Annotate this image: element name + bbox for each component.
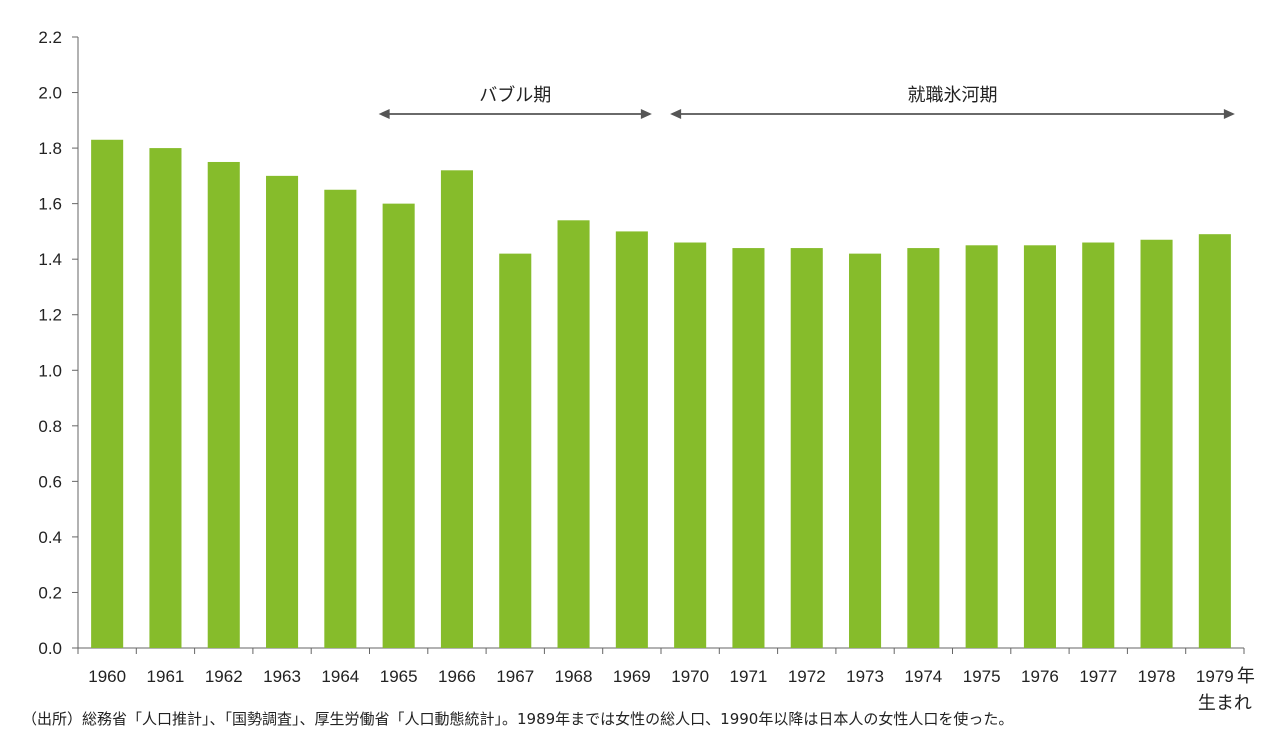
annotation-label: バブル期 [479, 84, 551, 106]
bar [615, 231, 648, 648]
bar [499, 253, 532, 649]
x-axis: 1960 1961 1962 1963 1964 1965 1966 1967 1968 1969… [77, 647, 1255, 714]
bar [849, 253, 882, 649]
x-tick-label: 1965 [380, 667, 418, 686]
x-tick-label: 1962 [205, 667, 243, 686]
x-tick-label: 1976 [1021, 667, 1059, 686]
annotation-label: 就職氷河期 [908, 85, 998, 106]
x-tick-label: 1975 [963, 667, 1001, 686]
x-tick-label: 1979 [1196, 667, 1234, 686]
x-tick-label: 1972 [788, 667, 826, 686]
x-tick-suffix: 年 [1237, 666, 1255, 687]
bar [732, 248, 765, 648]
y-tick-label: 0.6 [38, 472, 62, 491]
x-tick-label: 1969 [613, 667, 651, 686]
y-tick-label: 0.4 [38, 528, 62, 547]
y-tick-label: 0.0 [38, 639, 62, 658]
x-tick-label: 1970 [671, 667, 709, 686]
x-tick-label: 1973 [846, 667, 884, 686]
bar [790, 248, 823, 648]
x-tick-label: 1963 [263, 667, 301, 686]
bar [1140, 239, 1173, 648]
arrow-head-right-icon [640, 109, 652, 119]
bar [324, 189, 357, 648]
bar [1023, 245, 1056, 648]
x-tick-label: 1961 [147, 667, 185, 686]
y-tick-label: 1.6 [38, 195, 62, 214]
x-tick-label: 1974 [904, 667, 942, 686]
x-tick-label: 1978 [1138, 667, 1176, 686]
arrow-head-right-icon [1223, 109, 1235, 119]
bar [965, 245, 998, 648]
period-annotations: バブル期 就職氷河期 [378, 84, 1235, 119]
y-tick-label: 1.4 [38, 250, 62, 269]
x-axis-suffix-label: 生まれ [1198, 693, 1252, 714]
bar [382, 203, 415, 649]
y-tick-label: 0.2 [38, 583, 62, 602]
x-tick-label: 1977 [1079, 667, 1117, 686]
bar [674, 242, 707, 648]
y-tick-label: 1.8 [38, 139, 62, 158]
bar [1082, 242, 1115, 648]
bar [149, 148, 182, 648]
x-tick-label: 1966 [438, 667, 476, 686]
bar [907, 248, 940, 648]
x-tick-label: 1960 [88, 667, 126, 686]
bar [266, 175, 299, 648]
bar [1198, 234, 1231, 648]
x-tick-label: 1964 [321, 667, 359, 686]
arrow-head-left-icon [670, 109, 682, 119]
y-tick-label: 2.0 [38, 84, 62, 103]
x-tick-label: 1971 [730, 667, 768, 686]
source-note: （出所）総務省「人口推計」、「国勢調査」、厚生労働省「人口動態統計」。1989年… [22, 710, 1014, 728]
bar [440, 170, 473, 649]
bar-series [91, 139, 1231, 649]
x-tick-label: 1967 [496, 667, 534, 686]
arrow-head-left-icon [378, 109, 390, 119]
y-tick-label: 1.2 [38, 306, 62, 325]
bar [91, 139, 124, 648]
bar [207, 161, 240, 648]
bar [557, 220, 590, 649]
y-axis: 0.0 0.2 0.4 0.6 0.8 1.0 1.2 1.4 1.6 1.8 2.0 2.2 [38, 28, 79, 658]
x-tick-label: 1968 [555, 667, 593, 686]
y-tick-label: 2.2 [38, 28, 62, 47]
y-tick-label: 0.8 [38, 417, 62, 436]
y-tick-label: 1.0 [38, 361, 62, 380]
